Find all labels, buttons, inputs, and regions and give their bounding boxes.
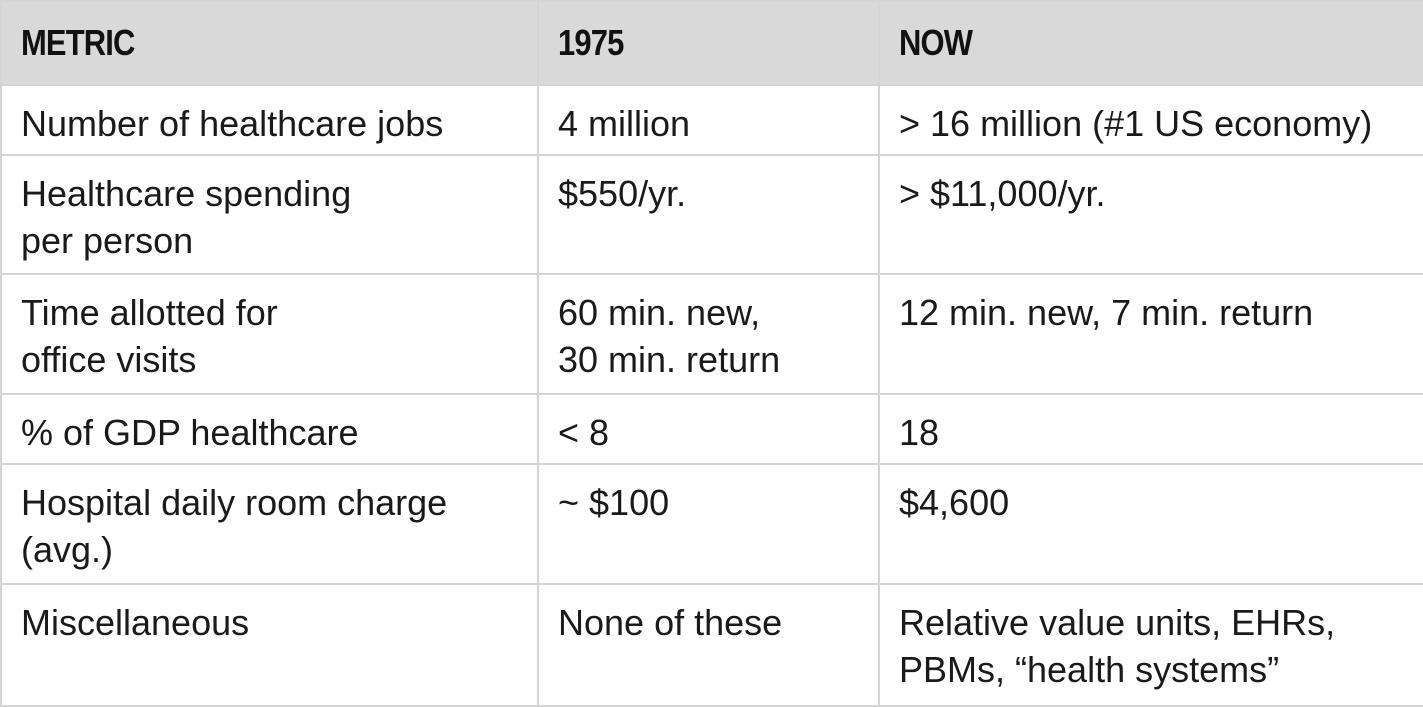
value-1975-cell: < 8: [537, 393, 880, 465]
table-row: Hospital daily room charge (avg.) ~ $100…: [0, 463, 1423, 585]
header-1975-label: 1975: [558, 22, 624, 63]
metric-cell: % of GDP healthcare: [0, 393, 539, 465]
value-1975-cell: $550/yr.: [537, 154, 880, 275]
value-now-cell: > 16 million (#1 US economy): [878, 84, 1423, 156]
metric-cell: Healthcare spending per person: [0, 154, 539, 275]
value-now-cell: 12 min. new, 7 min. return: [878, 273, 1423, 395]
metric-cell: Miscellaneous: [0, 583, 539, 707]
metric-cell: Time allotted for office visits: [0, 273, 539, 395]
value-now-cell: 18: [878, 393, 1423, 465]
table-row: Healthcare spending per person $550/yr. …: [0, 154, 1423, 275]
value-now-cell: $4,600: [878, 463, 1423, 585]
value-1975-cell: 60 min. new, 30 min. return: [537, 273, 880, 395]
value-1975-cell: ~ $100: [537, 463, 880, 585]
header-metric: METRIC: [0, 0, 539, 86]
value-1975-cell: None of these: [537, 583, 880, 707]
metric-cell: Hospital daily room charge (avg.): [0, 463, 539, 585]
table-row: Miscellaneous None of these Relative val…: [0, 583, 1423, 707]
value-now-cell: > $11,000/yr.: [878, 154, 1423, 275]
header-1975: 1975: [537, 0, 880, 86]
header-now-label: NOW: [899, 22, 973, 63]
header-metric-label: METRIC: [21, 22, 135, 63]
table-row: % of GDP healthcare < 8 18: [0, 393, 1423, 465]
table-row: Number of healthcare jobs 4 million > 16…: [0, 84, 1423, 156]
header-now: NOW: [878, 0, 1423, 86]
table-header-row: METRIC 1975 NOW: [0, 0, 1423, 86]
metric-cell: Number of healthcare jobs: [0, 84, 539, 156]
value-1975-cell: 4 million: [537, 84, 880, 156]
table-row: Time allotted for office visits 60 min. …: [0, 273, 1423, 395]
value-now-cell: Relative value units, EHRs, PBMs, “healt…: [878, 583, 1423, 707]
